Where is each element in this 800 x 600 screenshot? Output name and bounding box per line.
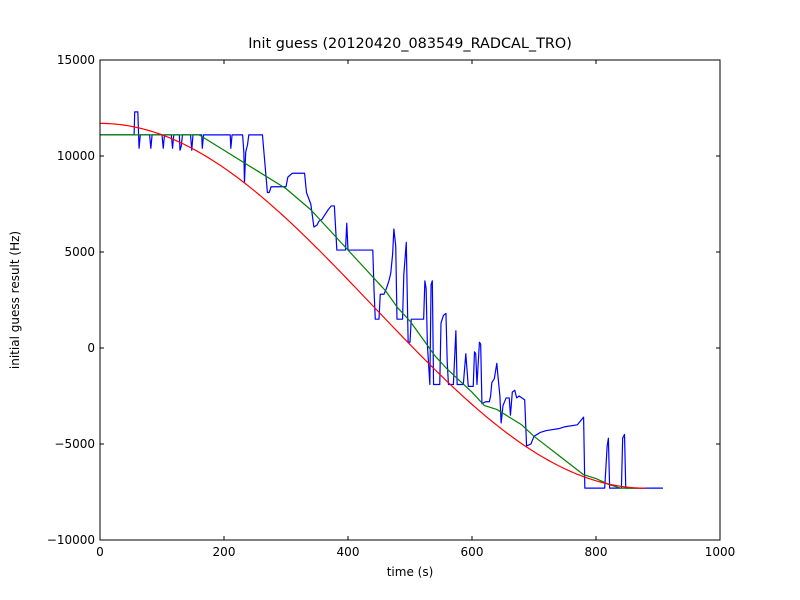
series-line-2	[99, 122, 646, 489]
x-tick-label: 800	[585, 545, 608, 559]
y-tick-label: −5000	[54, 437, 95, 451]
y-tick-label: 15000	[57, 53, 95, 67]
series-line-1	[100, 134, 646, 489]
x-tick-label: 200	[213, 545, 236, 559]
x-tick-label: 600	[461, 545, 484, 559]
y-tick-label: −10000	[47, 533, 95, 547]
x-tick-label: 400	[337, 545, 360, 559]
series-line-0	[100, 111, 663, 489]
x-axis-label: time (s)	[387, 565, 434, 579]
chart-title: Init guess (20120420_083549_RADCAL_TRO)	[248, 36, 572, 52]
ticks-layer: 0 200 400 600 800 1000 −10000 −5000 0 5000 10000 15…	[47, 53, 736, 559]
x-tick-label: 0	[96, 545, 104, 559]
y-axis-label: initial guess result (Hz)	[8, 231, 22, 369]
series-layer	[99, 111, 663, 489]
x-tick-label: 1000	[705, 545, 736, 559]
plot-area	[99, 59, 721, 541]
y-tick-label: 0	[87, 341, 95, 355]
y-tick-label: 10000	[57, 149, 95, 163]
y-tick-label: 5000	[64, 245, 95, 259]
